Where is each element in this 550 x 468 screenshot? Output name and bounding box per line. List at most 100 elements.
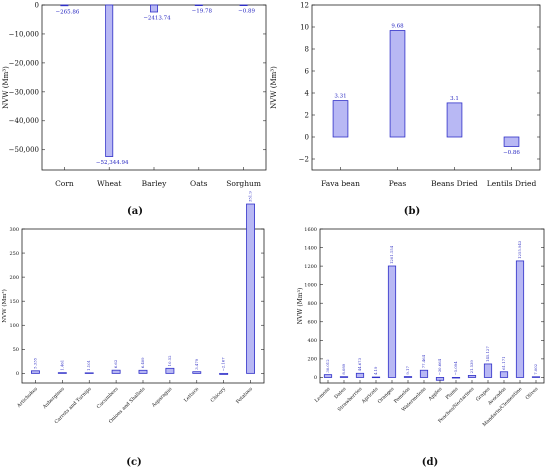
bar xyxy=(150,4,158,13)
bar xyxy=(192,371,202,374)
data-label: 21.539 xyxy=(469,360,474,374)
data-label: −52,344.94 xyxy=(96,160,129,166)
bar xyxy=(57,372,67,374)
y-tick-label: 300 xyxy=(9,227,19,233)
data-label: 5.335 xyxy=(32,357,37,368)
y-tick-label: 600 xyxy=(307,320,317,326)
y-axis-label: NVW (Mm³) xyxy=(2,66,10,109)
y-tick-label: 400 xyxy=(307,338,317,344)
x-tick-label: Asparagus xyxy=(150,386,173,409)
data-label: 1255.943 xyxy=(517,240,522,259)
y-tick-label: 800 xyxy=(307,301,317,307)
bar xyxy=(165,367,175,374)
bar xyxy=(194,4,203,7)
bar xyxy=(138,369,148,374)
y-tick-label: 200 xyxy=(307,357,317,363)
x-tick-label: Aubergines xyxy=(41,386,66,411)
bar xyxy=(239,4,248,7)
data-label: −0.86 xyxy=(503,150,520,156)
data-label: −2413.74 xyxy=(143,15,171,21)
data-label: −265.86 xyxy=(55,9,79,15)
y-tick-label: 100 xyxy=(9,323,19,329)
y-tick-label: 200 xyxy=(9,275,19,281)
data-label: 44.673 xyxy=(357,357,362,371)
bar xyxy=(332,100,349,138)
x-tick-label: Oranges xyxy=(377,386,396,405)
y-tick-label: 2 xyxy=(305,111,309,119)
data-label: −0.89 xyxy=(238,9,255,15)
y-tick-label: −50,000 xyxy=(9,146,39,154)
bar xyxy=(323,374,333,378)
data-label: 77.464 xyxy=(421,354,426,368)
y-tick-label: 0 xyxy=(305,133,309,141)
bar xyxy=(31,370,40,374)
x-tick-label: Potatoes xyxy=(235,386,254,405)
y-tick-label: 6 xyxy=(305,67,310,75)
bar xyxy=(446,102,463,138)
x-tick-label: Apricots xyxy=(360,386,380,406)
bar xyxy=(467,375,477,378)
y-tick-label: 0 xyxy=(16,371,19,377)
panel-label: (d) xyxy=(422,457,438,468)
y-tick-label: 0 xyxy=(314,375,317,381)
data-label: 30.012 xyxy=(325,359,330,373)
x-tick-label: Lemons xyxy=(314,386,332,404)
data-label: 61.171 xyxy=(501,356,506,369)
x-tick-label: Fava bean xyxy=(321,179,360,188)
x-tick-label: Lettuce xyxy=(183,386,200,403)
plot-frame xyxy=(311,4,541,171)
x-tick-label: Cucumbers xyxy=(96,386,120,410)
y-tick-label: −2 xyxy=(299,155,309,163)
y-tick-label: 250 xyxy=(9,251,19,257)
y-tick-label: 0 xyxy=(35,1,39,9)
y-axis-label: NVW (Mm³) xyxy=(1,289,8,323)
y-tick-label: −10,000 xyxy=(9,30,39,38)
bar xyxy=(419,369,429,378)
bar xyxy=(60,4,69,7)
x-tick-label: Artichokes xyxy=(15,386,39,410)
data-label: 3.1 xyxy=(450,96,459,102)
x-tick-label: Apples xyxy=(427,386,444,403)
bar xyxy=(389,30,406,138)
data-label: 9.17 xyxy=(405,366,410,375)
x-tick-label: Sorghum xyxy=(226,179,261,188)
x-tick-label: Plums xyxy=(445,386,460,401)
bar xyxy=(387,265,397,378)
plot-frame xyxy=(319,228,545,384)
y-axis-label: NVW (Mm³) xyxy=(270,66,278,109)
y-tick-label: −20,000 xyxy=(9,59,39,67)
data-label: 3.31 xyxy=(334,94,346,100)
y-tick-label: 4 xyxy=(305,89,310,97)
y-tick-label: −30,000 xyxy=(9,88,39,96)
bar xyxy=(371,376,381,379)
bar xyxy=(515,260,525,378)
data-label: 1201.154 xyxy=(389,245,394,264)
x-tick-label: Barley xyxy=(142,179,167,188)
data-label: −2.167 xyxy=(221,357,226,372)
bar xyxy=(355,372,365,378)
bar xyxy=(403,376,413,378)
x-tick-label: Beans Dried xyxy=(431,179,478,188)
data-label: 7.002 xyxy=(533,363,538,374)
y-axis-label: NVW (Mm³) xyxy=(297,288,304,325)
y-tick-label: 8 xyxy=(305,45,309,53)
x-tick-label: Lentils Dried xyxy=(487,179,537,188)
y-tick-label: 50 xyxy=(13,347,19,353)
panel-label: (b) xyxy=(404,206,420,217)
bar xyxy=(219,372,229,375)
bar xyxy=(503,136,520,147)
data-label: 1.101 xyxy=(86,360,91,371)
x-tick-label: Dates xyxy=(333,386,347,400)
y-tick-label: 1600 xyxy=(304,227,317,233)
panel-label: (a) xyxy=(127,206,143,217)
data-label: 9.68 xyxy=(391,24,404,30)
data-label: 4.19 xyxy=(373,366,378,375)
bar xyxy=(246,203,255,374)
x-tick-label: Oats xyxy=(190,179,208,188)
data-label: 351.9 xyxy=(248,191,253,202)
y-tick-label: 1400 xyxy=(304,245,317,251)
data-label: 145.127 xyxy=(485,346,490,362)
y-tick-label: 10 xyxy=(300,23,309,31)
data-label: 8.089 xyxy=(341,363,346,374)
